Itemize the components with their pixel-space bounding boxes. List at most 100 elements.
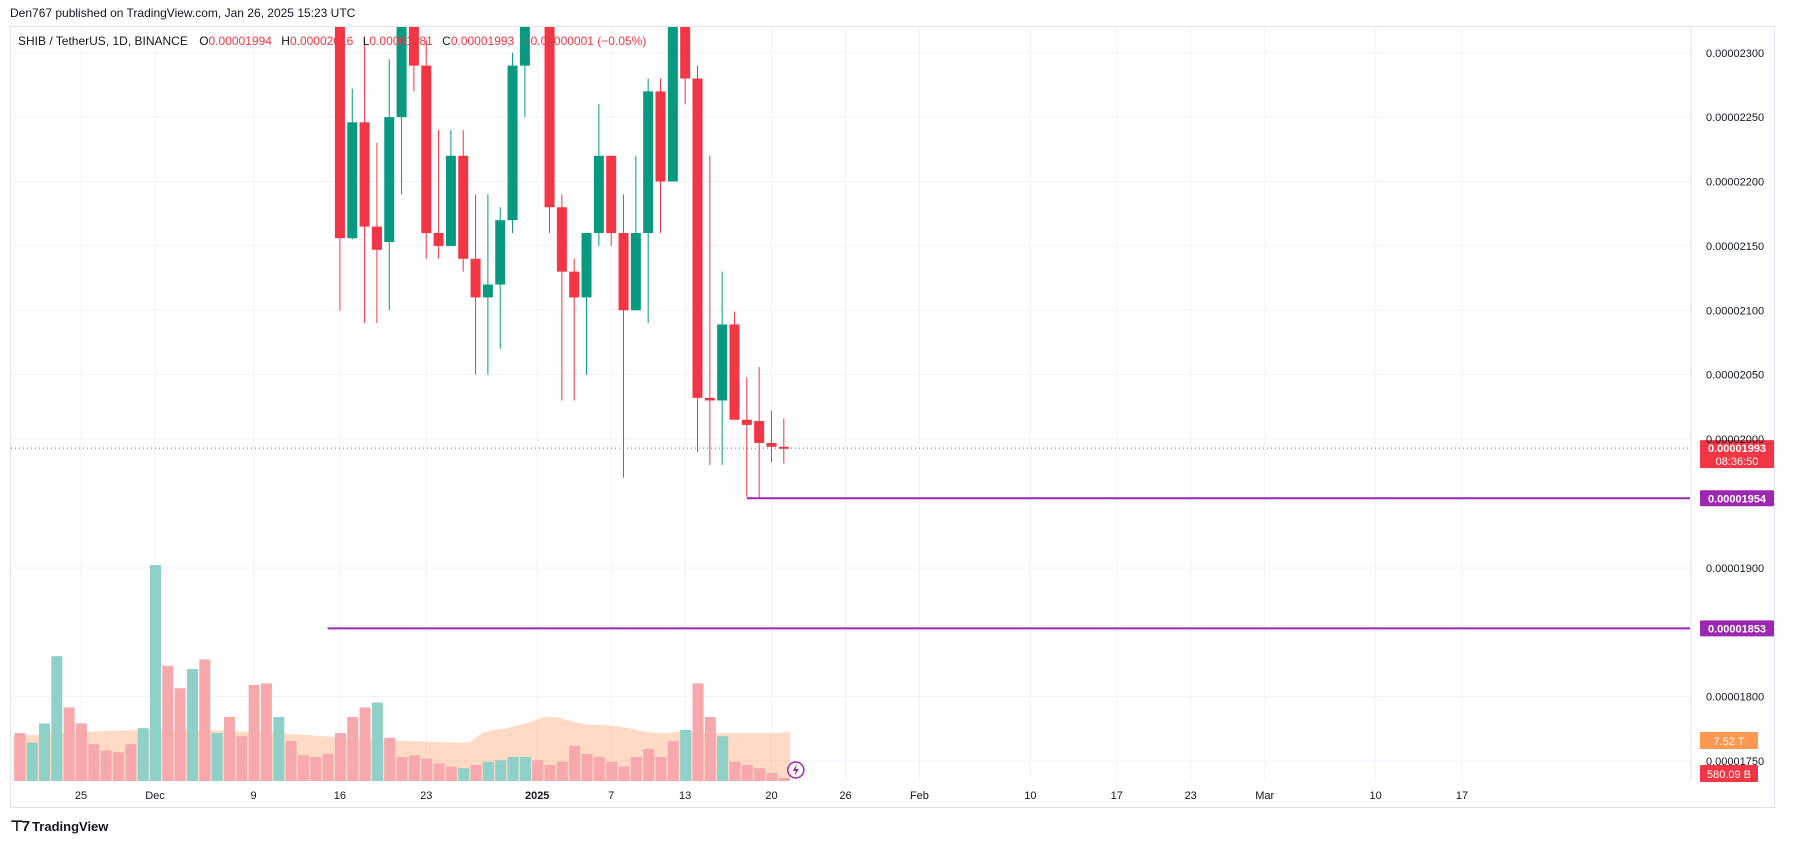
volume-badge-label: 580.09 B bbox=[1707, 769, 1751, 781]
ohlc-legend: SHIB / TetherUS, 1D, BINANCE O0.00001994… bbox=[18, 34, 652, 48]
volume-bar bbox=[581, 753, 593, 781]
volume-bar bbox=[112, 752, 124, 781]
volume-bar bbox=[162, 665, 174, 781]
candle-body bbox=[569, 271, 580, 298]
x-tick-label: 10 bbox=[1370, 790, 1382, 802]
low-label: L bbox=[362, 34, 370, 48]
x-tick-label: Dec bbox=[145, 790, 165, 802]
x-tick-label: 2025 bbox=[525, 790, 549, 802]
x-tick-label: 7 bbox=[608, 790, 614, 802]
volume-bar bbox=[100, 750, 112, 781]
price-badge-label: 0.00001993 bbox=[1708, 443, 1766, 455]
volume-bar bbox=[408, 755, 420, 781]
candle-body bbox=[482, 284, 493, 298]
candle-body bbox=[754, 421, 765, 443]
volume-bar bbox=[199, 659, 211, 781]
candle-body bbox=[544, 27, 555, 208]
volume-bar bbox=[495, 760, 507, 781]
volume-bar bbox=[630, 757, 642, 781]
high-value: 0.00002016 bbox=[289, 34, 354, 48]
y-tick-label: 0.00002150 bbox=[1706, 241, 1764, 253]
volume-bar bbox=[149, 565, 161, 781]
candle-body bbox=[704, 397, 715, 401]
candle-body bbox=[643, 91, 654, 234]
volume-bar bbox=[88, 744, 100, 781]
volume-bar bbox=[260, 683, 272, 781]
candle-body bbox=[593, 155, 604, 234]
price-badge-label: 0.00001853 bbox=[1708, 623, 1766, 635]
publisher-line: Den767 published on TradingView.com, Jan… bbox=[10, 6, 356, 20]
close-value: 0.00001993 bbox=[450, 34, 515, 48]
candle-body bbox=[408, 27, 419, 66]
volume-bar bbox=[618, 766, 630, 781]
candle-body bbox=[421, 65, 432, 234]
volume-bar bbox=[421, 758, 433, 781]
volume-badge-label: 7.52 T bbox=[1714, 736, 1745, 748]
x-tick-label: 9 bbox=[251, 790, 257, 802]
volume-bar bbox=[643, 749, 655, 781]
y-tick-label: 0.00001900 bbox=[1706, 563, 1764, 575]
candle-layer bbox=[334, 27, 789, 499]
volume-bar bbox=[14, 733, 26, 781]
volume-bar bbox=[532, 760, 544, 781]
volume-bar bbox=[606, 761, 618, 781]
x-tick-label: 26 bbox=[839, 790, 851, 802]
candle-body bbox=[729, 324, 740, 420]
open-value: 0.00001994 bbox=[208, 34, 272, 48]
close-label: C bbox=[442, 34, 451, 48]
volume-bar bbox=[186, 669, 198, 781]
footer-brand-label: TradingView bbox=[32, 818, 109, 834]
volume-badge bbox=[1700, 765, 1758, 782]
countdown-label: 08:36:50 bbox=[1716, 456, 1759, 468]
x-tick-label: 10 bbox=[1024, 790, 1036, 802]
high-label: H bbox=[281, 34, 290, 48]
candle-body bbox=[458, 155, 469, 259]
change-value: −0.00000001 (−0.05%) bbox=[523, 34, 647, 48]
candle-body bbox=[433, 233, 444, 246]
candle-body bbox=[692, 78, 703, 398]
candle-body bbox=[384, 117, 395, 243]
volume-bar bbox=[310, 757, 322, 781]
footer-brand[interactable]: ⊤7 TradingView bbox=[10, 817, 108, 835]
low-value: 0.00001981 bbox=[369, 34, 433, 48]
volume-bar bbox=[76, 723, 87, 781]
y-tick-label: 0.00002000 bbox=[1706, 434, 1764, 446]
x-tick-label: 17 bbox=[1456, 790, 1468, 802]
candle-body bbox=[741, 419, 752, 425]
volume-bar bbox=[322, 753, 334, 781]
candle-body bbox=[667, 27, 678, 182]
x-tick-label: 20 bbox=[765, 790, 777, 802]
candle-body bbox=[495, 220, 506, 285]
volume-bar bbox=[754, 768, 766, 781]
volume-bar bbox=[211, 733, 223, 781]
candle-body bbox=[334, 27, 345, 239]
chart-frame bbox=[10, 26, 1775, 808]
volume-bar bbox=[174, 688, 186, 781]
volume-bar bbox=[741, 765, 753, 781]
candle-body bbox=[519, 27, 530, 66]
y-tick-label: 0.00002100 bbox=[1706, 305, 1764, 317]
candle-body bbox=[371, 226, 382, 250]
candle-body bbox=[556, 207, 567, 272]
x-tick-label: 16 bbox=[334, 790, 346, 802]
candle-body bbox=[396, 27, 407, 118]
volume-bar bbox=[458, 768, 470, 781]
x-tick-label: 23 bbox=[1185, 790, 1197, 802]
candle-body bbox=[359, 122, 370, 227]
volume-bar bbox=[125, 744, 137, 781]
price-badge bbox=[1700, 620, 1774, 637]
price-badge bbox=[1700, 440, 1774, 469]
volume-bar bbox=[507, 757, 519, 781]
volume-badge bbox=[1700, 732, 1758, 749]
volume-bar bbox=[482, 761, 494, 781]
volume-bar bbox=[26, 742, 38, 781]
volume-bar bbox=[704, 717, 716, 781]
volume-bar bbox=[445, 766, 457, 781]
candle-body bbox=[347, 122, 358, 239]
y-tick-label: 0.00002250 bbox=[1706, 112, 1764, 124]
volume-bar bbox=[236, 736, 248, 781]
volume-bar bbox=[680, 729, 692, 781]
y-tick-label: 0.00001750 bbox=[1706, 756, 1764, 768]
